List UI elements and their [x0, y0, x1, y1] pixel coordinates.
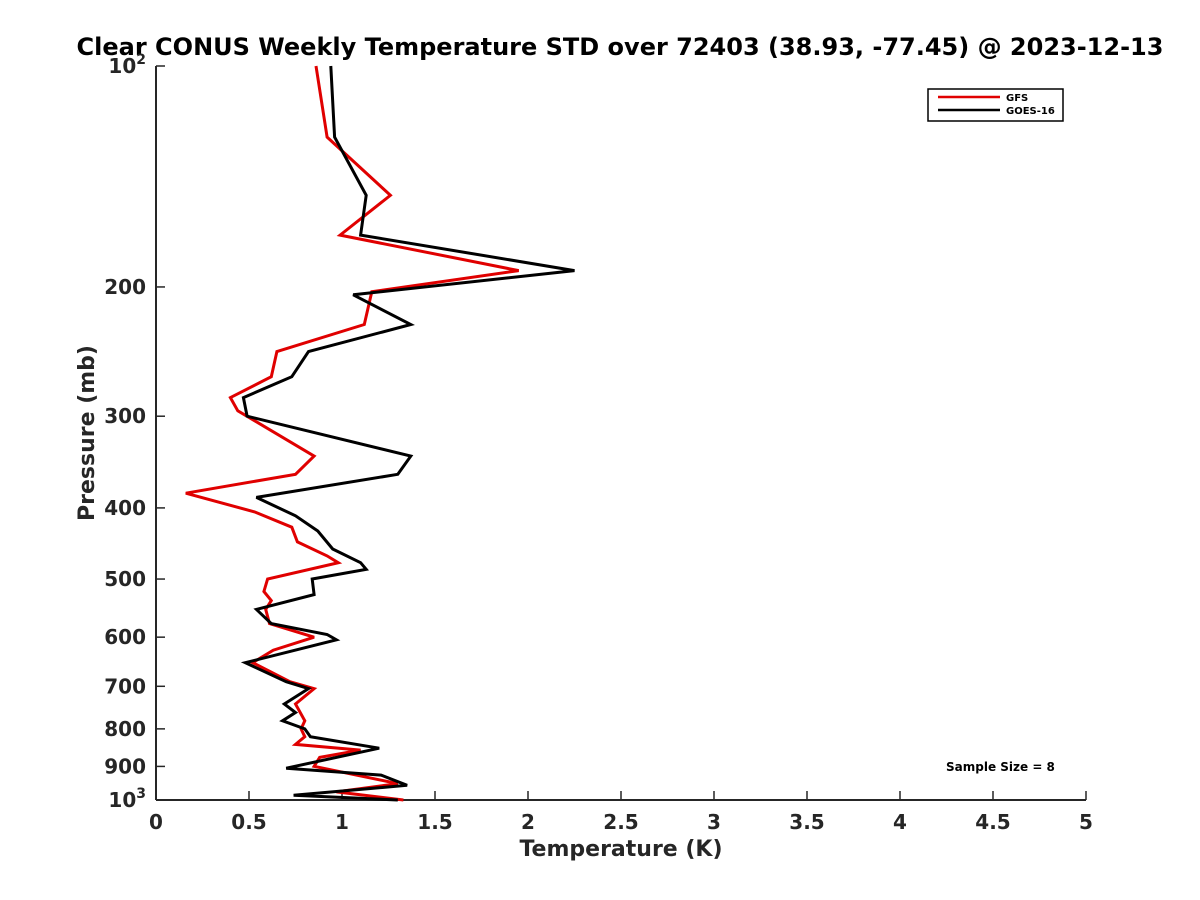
- y-tick-label-base: 10: [108, 788, 136, 812]
- y-tick-label-base: 900: [104, 754, 146, 778]
- x-tick-label: 5: [1079, 810, 1093, 834]
- plot-area: [155, 66, 1086, 801]
- y-tick-label: 103: [108, 786, 146, 812]
- y-tick-label-base: 600: [104, 625, 146, 649]
- y-tick-label-base: 200: [104, 275, 146, 299]
- x-tick-label: 4.5: [975, 810, 1010, 834]
- legend: GFS GOES-16: [927, 88, 1064, 122]
- y-tick-label: 200: [104, 275, 146, 299]
- y-tick-label-base: 300: [104, 404, 146, 428]
- y-tick-label: 400: [104, 496, 146, 520]
- x-tick-label: 2.5: [603, 810, 638, 834]
- legend-label-goes16: GOES-16: [1006, 106, 1055, 117]
- y-tick-label-base: 700: [104, 674, 146, 698]
- x-tick-label: 0: [149, 810, 163, 834]
- legend-label-gfs: GFS: [1006, 93, 1028, 104]
- y-tick-label: 600: [104, 625, 146, 649]
- legend-box: [927, 88, 1064, 122]
- y-tick-label-base: 400: [104, 496, 146, 520]
- y-tick-label: 700: [104, 674, 146, 698]
- x-tick-label: 4: [893, 810, 907, 834]
- x-axis-label: Temperature (K): [519, 837, 722, 862]
- y-tick-label-base: 10: [108, 54, 136, 78]
- x-tick-label: 0.5: [231, 810, 266, 834]
- x-tick-label: 1.5: [417, 810, 452, 834]
- y-tick-label-exponent: 3: [136, 786, 146, 802]
- y-tick-label: 300: [104, 404, 146, 428]
- y-tick-label: 500: [104, 567, 146, 591]
- sample-size-annotation: Sample Size = 8: [946, 760, 1055, 774]
- x-tick-label: 2: [521, 810, 535, 834]
- series-line-goes16: [240, 65, 575, 802]
- x-tick-label: 3: [707, 810, 721, 834]
- y-tick-label: 102: [108, 52, 146, 78]
- plot-area-background: [156, 66, 1086, 800]
- y-tick-label-base: 800: [104, 717, 146, 741]
- y-axis-label: Pressure (mb): [75, 345, 100, 521]
- series-layer: [185, 65, 575, 802]
- y-tick-label: 900: [104, 754, 146, 778]
- series-line-gfs: [185, 65, 519, 802]
- y-tick-label-base: 500: [104, 567, 146, 591]
- x-axis-ticks: 0 0.5 1 1.5 2 2.5 3 3.5 4 4.5 5: [149, 791, 1093, 834]
- chart-title: Clear CONUS Weekly Temperature STD over …: [77, 33, 1164, 61]
- y-tick-label-exponent: 2: [136, 52, 146, 68]
- x-tick-label: 1: [335, 810, 349, 834]
- y-tick-label: 800: [104, 717, 146, 741]
- x-tick-label: 3.5: [789, 810, 824, 834]
